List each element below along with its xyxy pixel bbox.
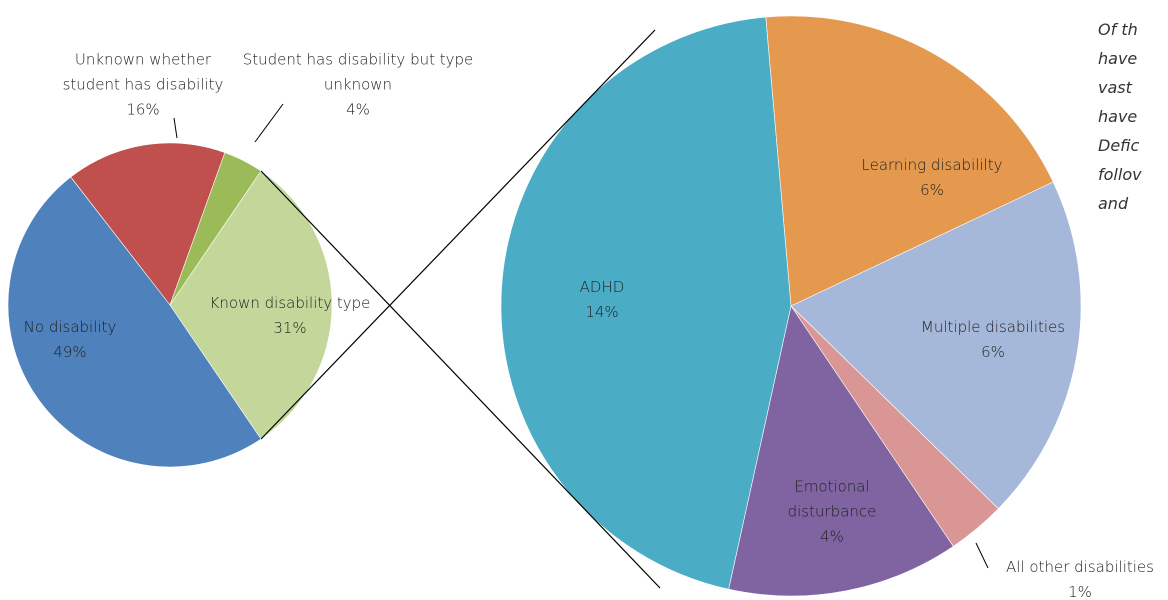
annotation-text: Of th — [1098, 20, 1138, 39]
annotation-text: vast — [1098, 78, 1132, 97]
annotation-text: and — [1098, 194, 1129, 213]
pie-slice — [7, 176, 262, 468]
slice-value: 14% — [585, 303, 619, 321]
pie-slice — [70, 142, 226, 306]
slice-value: 49% — [53, 343, 87, 361]
slice-label: ADHD 14% — [580, 275, 625, 325]
slice-name: Unknown whether student has disability — [62, 50, 224, 94]
leader-line — [254, 103, 284, 143]
slice-label: All other disabilities 1% — [1006, 555, 1154, 600]
pie-slice — [765, 15, 1054, 307]
slice-name: Student has disability but type unknown — [242, 50, 474, 94]
slice-label: Learning disabililty 6% — [861, 153, 1002, 203]
pie-slice — [790, 181, 1082, 510]
leader-line — [975, 542, 989, 569]
annotation-line: and — [1098, 194, 1128, 213]
slice-label: No disability 49% — [24, 315, 117, 365]
slice-name: Emotional disturbance — [787, 477, 877, 521]
annotation-line: Of th — [1098, 20, 1138, 39]
slice-label: Unknown whether student has disability 16… — [48, 48, 238, 123]
slice-label: Student has disability but type unknown 4… — [238, 48, 478, 123]
annotation-text: follov — [1098, 165, 1142, 184]
annotation-line: follov — [1098, 165, 1142, 184]
annotation-line: vast — [1098, 78, 1132, 97]
slice-name: Known disability type — [209, 294, 371, 312]
connector-line — [260, 29, 656, 440]
connector-line — [260, 170, 661, 589]
slice-value: 4% — [820, 527, 844, 546]
annotation-line: have — [1098, 49, 1137, 68]
slice-value: 6% — [981, 343, 1005, 361]
pie-slice — [169, 170, 333, 440]
annotation-line: Defic — [1098, 136, 1139, 155]
pie-slice — [500, 16, 792, 590]
slice-label: Known disability type 31% — [210, 291, 371, 341]
annotation-line: have — [1098, 107, 1137, 126]
slice-label: Emotional disturbance 4% — [772, 475, 892, 550]
annotation-text: have — [1098, 49, 1138, 68]
annotation-text: have — [1098, 107, 1138, 126]
slice-value: 16% — [126, 100, 160, 119]
slice-value: 6% — [920, 181, 944, 199]
slice-name: No disability — [23, 318, 117, 336]
slice-name: ADHD — [579, 278, 625, 296]
leader-line — [173, 117, 178, 139]
slice-label: Multiple disabilities 6% — [921, 315, 1065, 365]
slice-value: 4% — [346, 100, 370, 119]
slice-value: 31% — [273, 319, 307, 337]
annotation-text: Defic — [1098, 136, 1140, 155]
slice-value: 1% — [1068, 583, 1092, 600]
slice-name: Multiple disabilities — [920, 318, 1066, 336]
slice-name: Learning disabililty — [861, 156, 1003, 174]
pie-slice — [728, 305, 954, 597]
slice-name: All other disabilities — [1006, 558, 1154, 576]
